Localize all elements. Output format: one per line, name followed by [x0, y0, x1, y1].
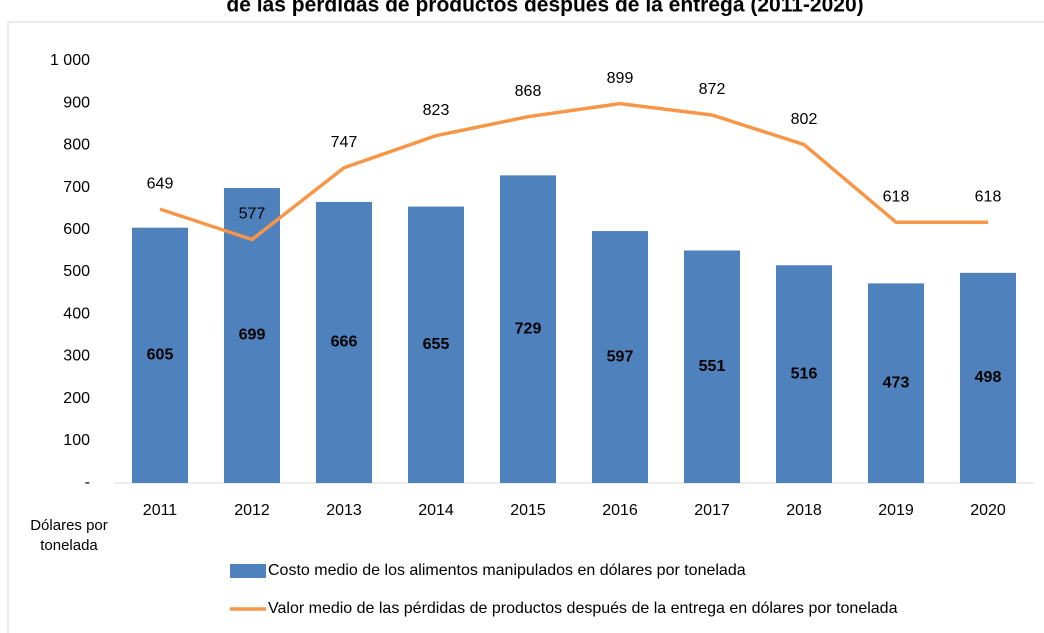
line-value-label: 823	[423, 102, 450, 119]
bar-value-label: 597	[607, 348, 634, 365]
bar	[224, 188, 280, 483]
x-tick-label: 2015	[510, 502, 546, 519]
line-value-label: 868	[515, 83, 542, 100]
chart-title: de las pérdidas de productos después de …	[226, 0, 863, 17]
bar-value-label: 699	[239, 327, 266, 344]
y-tick-label: 100	[63, 432, 90, 449]
bar	[684, 250, 740, 483]
bar	[316, 201, 372, 483]
line-value-label: 649	[147, 175, 174, 192]
y-tick-label: 400	[63, 305, 90, 322]
bar-value-label: 516	[791, 365, 818, 382]
line-value-label: 577	[239, 206, 266, 223]
bar-value-label: 605	[147, 347, 174, 364]
bar	[776, 265, 832, 483]
bar	[408, 206, 464, 483]
legend-label: Valor medio de las pérdidas de productos…	[268, 600, 898, 617]
x-tick-label: 2013	[326, 502, 362, 519]
line-value-label: 618	[975, 188, 1002, 205]
frame	[7, 21, 1044, 633]
y-tick-label: 700	[63, 179, 90, 196]
line-value-label: 872	[699, 81, 726, 98]
y-axis-label: Dólares por tonelada	[30, 517, 108, 554]
x-tick-label: 2014	[418, 502, 454, 519]
y-tick-label: 800	[63, 137, 90, 154]
bar-value-label: 551	[699, 358, 726, 375]
bar	[500, 175, 556, 483]
x-tick-label: 2019	[878, 502, 914, 519]
line-value-label: 899	[607, 70, 634, 87]
x-tick-label: 2018	[786, 502, 822, 519]
x-tick-label: 2011	[143, 502, 178, 519]
bar-value-label: 498	[975, 369, 1002, 386]
y-tick-label: -	[85, 474, 90, 491]
y-tick-label: 500	[63, 263, 90, 280]
y-tick-label: 600	[63, 221, 90, 238]
x-tick-label: 2016	[602, 502, 638, 519]
bar-value-label: 655	[423, 336, 450, 353]
line	[159, 101, 988, 242]
y-tick-label: 1 000	[50, 52, 90, 69]
legend-swatch	[230, 564, 266, 578]
bar-value-label: 729	[515, 320, 542, 337]
bar-value-label: 666	[331, 334, 358, 351]
bar	[132, 227, 188, 483]
bar	[592, 231, 648, 483]
bar	[868, 283, 924, 483]
legend-label: Costo medio de los alimentos manipulados…	[268, 562, 746, 579]
x-tick-label: 2020	[970, 502, 1006, 519]
y-tick-label: 900	[63, 94, 90, 111]
line-value-label: 618	[883, 188, 910, 205]
bar-value-label: 473	[883, 374, 910, 391]
y-tick-label: 200	[63, 390, 90, 407]
x-tick-label: 2012	[234, 502, 270, 519]
line-value-label: 802	[791, 111, 818, 128]
x-tick-label: 2017	[694, 502, 730, 519]
y-tick-label: 300	[63, 348, 90, 365]
line-value-label: 747	[331, 134, 358, 151]
bar	[960, 272, 1016, 483]
